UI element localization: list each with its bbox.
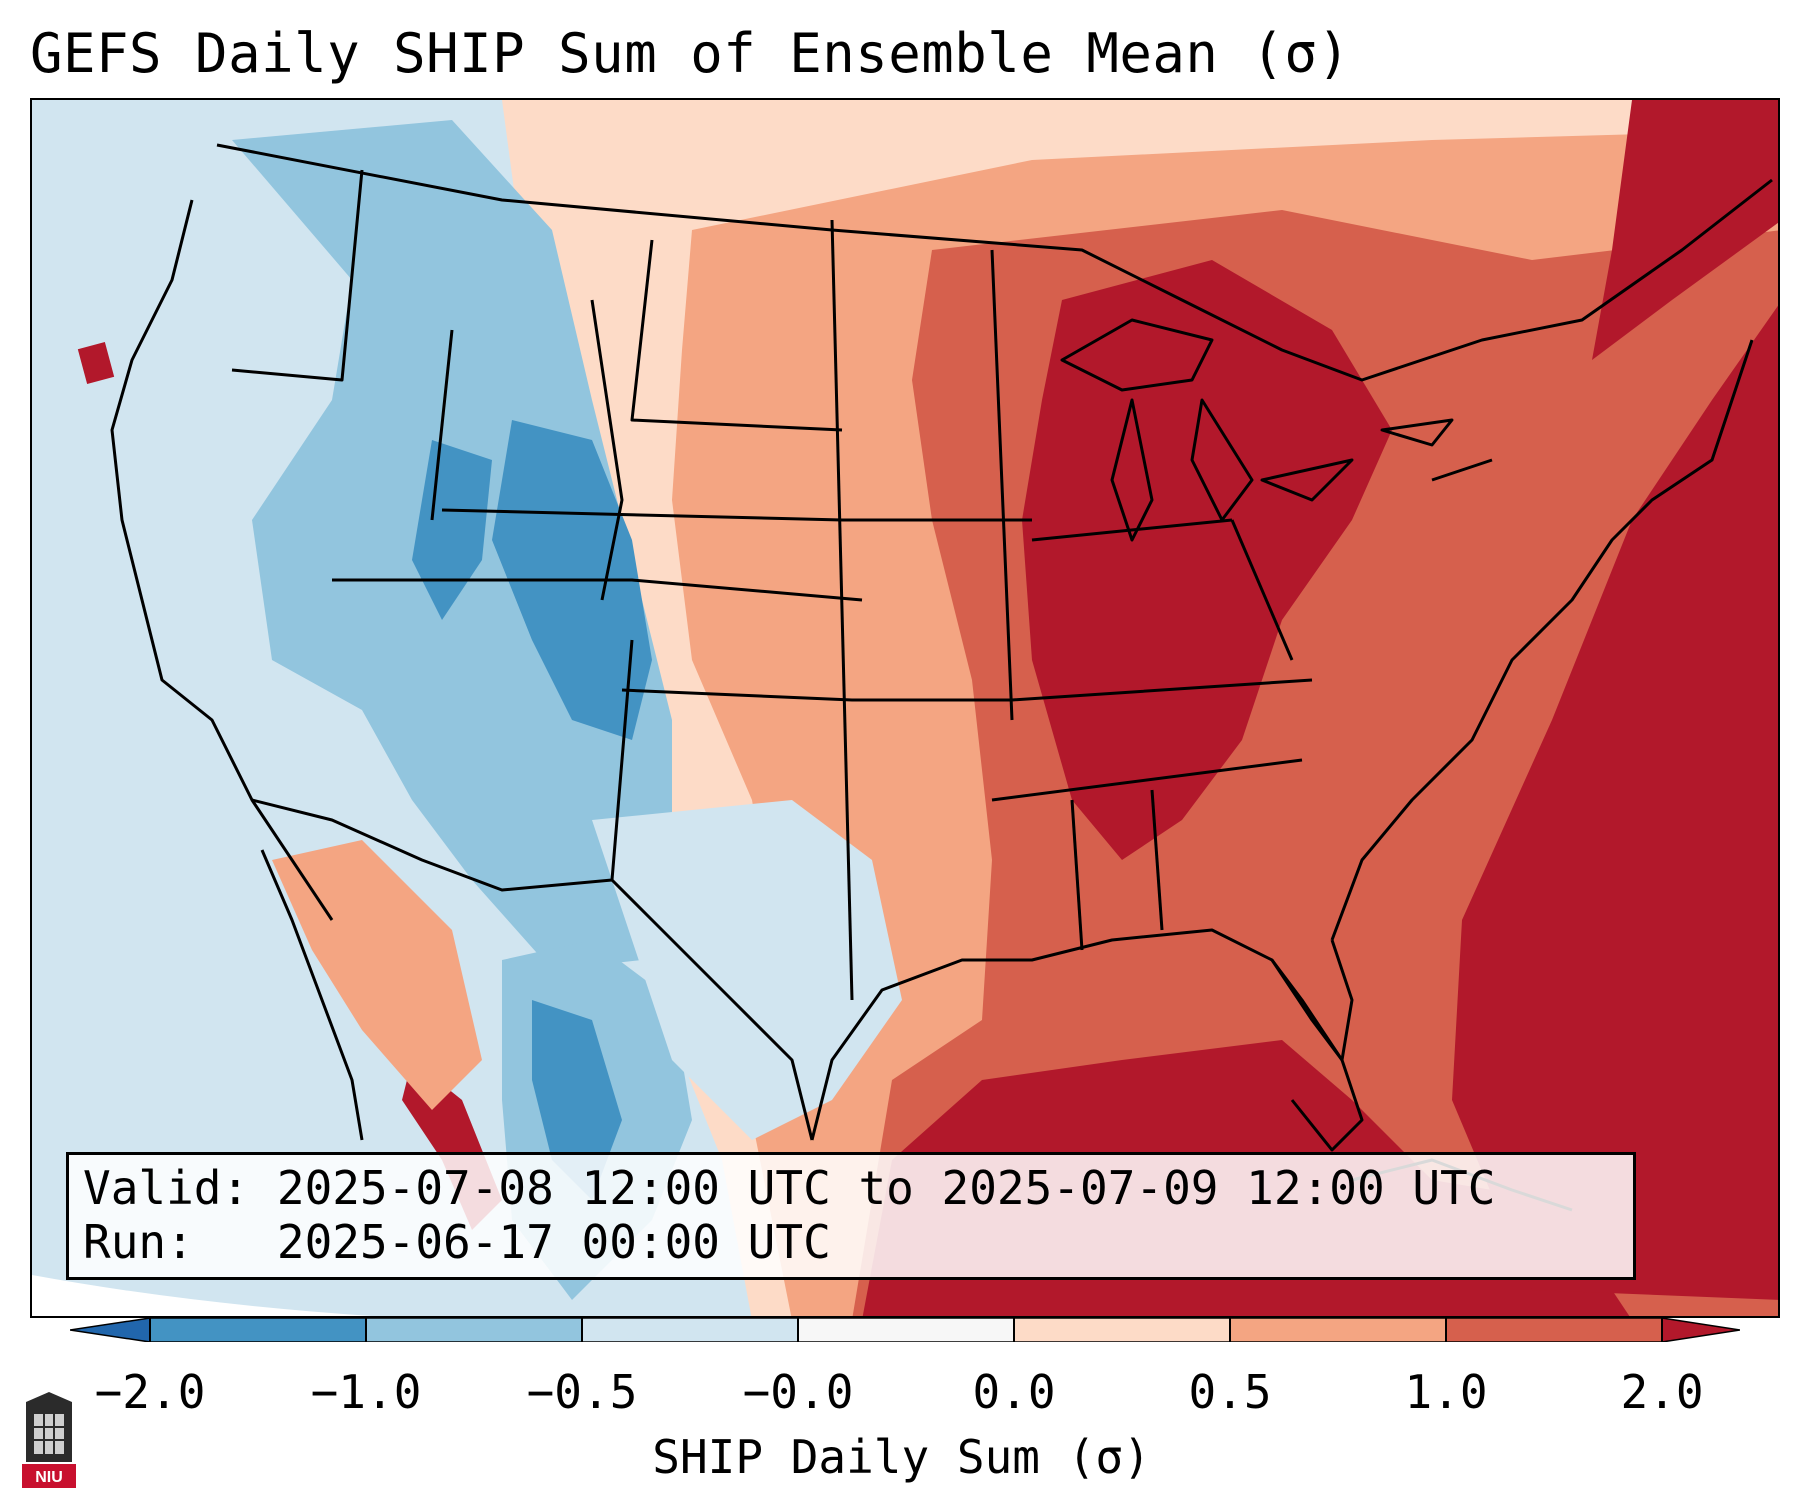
valid-label: Valid:: [83, 1161, 250, 1215]
colorbar-extend-high: [1662, 1318, 1740, 1342]
colorbar-bin-1: [150, 1318, 366, 1342]
colorbar-tick: 0.0: [972, 1365, 1056, 1419]
colorbar-tick: 1.0: [1404, 1365, 1488, 1419]
colorbar-tick: −0.5: [526, 1365, 638, 1419]
offshore-cell: [77, 341, 115, 385]
extreme-great-lakes: [1022, 260, 1392, 860]
colorbar-tick: 0.5: [1188, 1365, 1272, 1419]
extreme-atlantic: [1452, 305, 1778, 1300]
colorbar-tick: −1.0: [310, 1365, 422, 1419]
logo-text: NIU: [35, 1469, 63, 1486]
very-cool-mexico: [532, 1000, 622, 1200]
niu-logo: NIU: [22, 1392, 76, 1488]
colorbar-label: SHIP Daily Sum (σ): [652, 1430, 1151, 1484]
colorbar-bin-5: [1014, 1318, 1230, 1342]
very-cool-utah: [412, 440, 492, 620]
extreme-quebec: [1592, 100, 1778, 360]
valid-run-box: Valid: 2025-07-08 12:00 UTC to 2025-07-0…: [66, 1152, 1636, 1280]
colorbar-tick: −0.0: [742, 1365, 854, 1419]
run-value: 2025-06-17 00:00 UTC: [276, 1215, 831, 1269]
texas-neutral: [592, 800, 902, 1140]
colorbar-bin-3: [582, 1318, 798, 1342]
colorbar-extend-low: [70, 1318, 150, 1342]
colorbar-tick: 2.0: [1620, 1365, 1704, 1419]
colorbar-bin-6: [1230, 1318, 1446, 1342]
map-title: GEFS Daily SHIP Sum of Ensemble Mean (σ): [30, 22, 1351, 85]
valid-value: 2025-07-08 12:00 UTC to 2025-07-09 12:00…: [276, 1161, 1496, 1215]
colorbar: [70, 1318, 1740, 1342]
colorbar-bin-4: [798, 1318, 1014, 1342]
ship-map: [32, 100, 1778, 1316]
map-panel: [30, 98, 1780, 1318]
run-label: Run:: [83, 1215, 194, 1269]
colorbar-tick: −2.0: [94, 1365, 206, 1419]
colorbar-bin-7: [1446, 1318, 1662, 1342]
border-lines: [110, 143, 1773, 1212]
domain-edge: [32, 1275, 372, 1316]
colorbar-bin-2: [366, 1318, 582, 1342]
